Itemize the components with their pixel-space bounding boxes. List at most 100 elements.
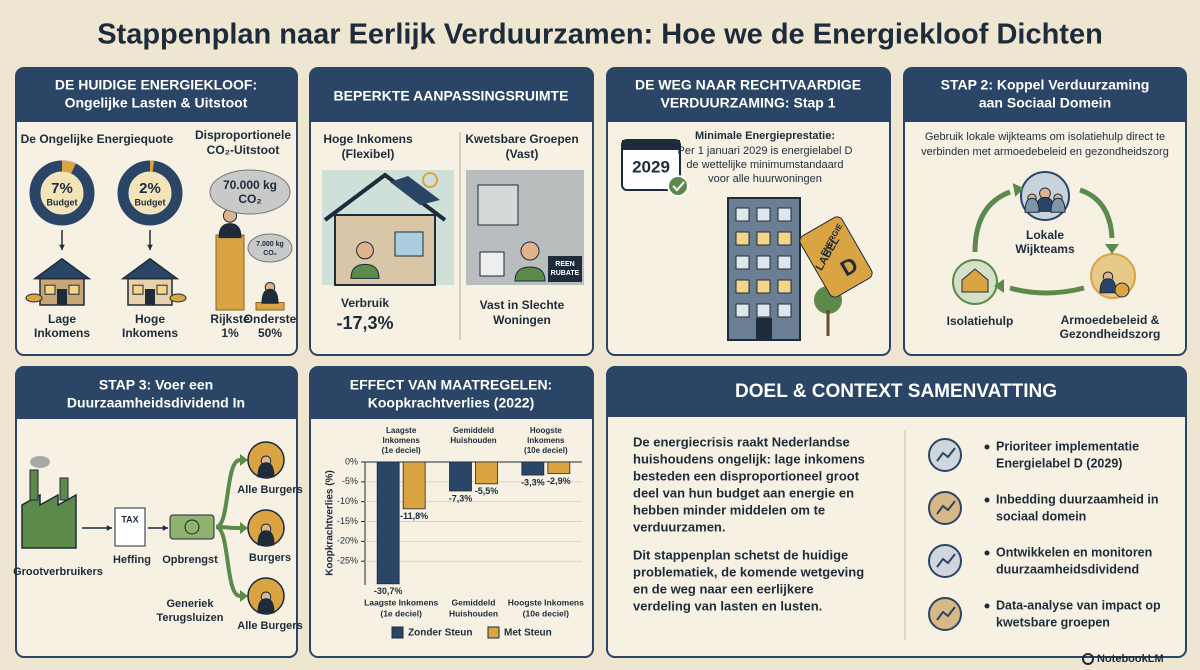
label: Grootverbruikers [13,566,103,578]
building-window [735,303,750,318]
building-window [735,255,750,270]
label: Huishouden [449,608,498,618]
label: (1e deciel) [380,608,422,618]
label: CO₂-Uitstoot [207,143,280,157]
label: -20% [337,536,358,546]
label: Inkomens [122,326,178,340]
coins [169,293,187,303]
label: Verbruik [341,296,389,310]
person-body [257,530,275,546]
label: Laagste Inkomens [364,597,438,607]
label: DE HUIDIGE ENERGIEKLOOF: [55,77,257,93]
label: 1% [221,326,239,340]
bullet-dot [984,550,990,556]
panel-heading-band [16,367,297,419]
label: aan Sociaal Domein [979,95,1111,111]
label: Rijkste [210,312,250,326]
label: verduurzamen. [633,519,725,534]
building-window [735,231,750,246]
arrow-head [162,525,168,531]
page-title: Stappenplan naar Eerlijk Verduurzamen: H… [97,19,1103,51]
label: kwetsbare groepen [996,615,1110,629]
label: Ontwikkelen en monitoren [996,545,1152,559]
bar [547,461,571,474]
building-window [735,207,750,222]
bullet-dot [984,603,990,609]
label: Kwetsbare Groepen [465,132,578,146]
label: -10% [337,496,358,506]
label: BEPERKTE AANPASSINGSRUIMTE [334,88,569,104]
arrow-head [147,244,153,250]
label: DOEL & CONTEXT SAMENVATTING [735,381,1057,402]
label: CO₂ [238,192,261,206]
panel-heading-band [310,367,593,419]
donut-share [61,160,76,174]
label: Hoogste [530,426,563,435]
tax-doc [114,507,146,547]
node-coin [1114,282,1130,298]
label: Disproportionele [195,128,291,142]
label: sociaal domein [996,509,1086,523]
label: Terugsluizen [156,612,223,624]
branch-head [240,522,248,534]
building-window [756,207,771,222]
label: Duurzaamheidsdividend In [67,395,245,411]
coin-stack [215,234,245,311]
person-body [1024,197,1040,213]
label: CO₂ [263,250,277,257]
label: Alle Burgers [237,484,302,496]
label: 50% [258,326,282,340]
house-window [132,284,144,295]
label: -5,5% [475,486,499,496]
house-window [68,284,80,295]
label: voor alle huurwoningen [708,173,822,185]
bar [449,461,472,492]
legend-label: Met Steun [504,628,552,639]
label: Inkomens [34,326,90,340]
cloud [209,169,291,215]
label: (Flexibel) [342,147,395,161]
money-coin [184,519,200,535]
building-window [777,279,792,294]
building-window [756,231,771,246]
label: Inkomens [382,436,420,445]
bullet-glyph [936,553,956,568]
label: deel van hun budget aan energie en [633,485,854,500]
sun [422,172,438,188]
building-window [756,255,771,270]
label: Prioriteer implementatie [996,439,1139,453]
branch-head [240,590,248,602]
label: Data-analyse van impact op [996,598,1161,612]
label: Gezondheidszorg [1060,327,1161,341]
label: Inkomens [527,436,565,445]
check-mark [672,181,685,192]
panel-heading-band [904,68,1186,122]
bullet-glyph [936,500,956,515]
building-window [777,207,792,222]
label: verbinden met armoedebeleid en gezondhei… [921,146,1169,158]
label: hebben minder middelen om te [633,502,825,517]
bar [402,461,426,510]
legend-swatch [391,626,404,639]
house-window [156,284,168,295]
label: Huishouden [450,436,496,445]
person-body [350,263,380,279]
label: TAX [121,514,138,524]
building-window [777,231,792,246]
donut-center [41,172,83,214]
chimney [59,477,69,501]
bar [475,461,498,485]
person-body [1050,197,1066,213]
label: duurzaamheidsdividend [996,562,1139,576]
cycle-arrow [972,189,1011,253]
panel-heading-band [607,68,890,122]
label: 0% [345,456,358,466]
factory [21,493,77,549]
person-body [1099,278,1117,294]
label: De Ongelijke Energiequote [21,132,174,146]
arrow-head [59,244,65,250]
branch [215,525,241,598]
logo [1082,653,1094,665]
house-roof [120,257,180,280]
